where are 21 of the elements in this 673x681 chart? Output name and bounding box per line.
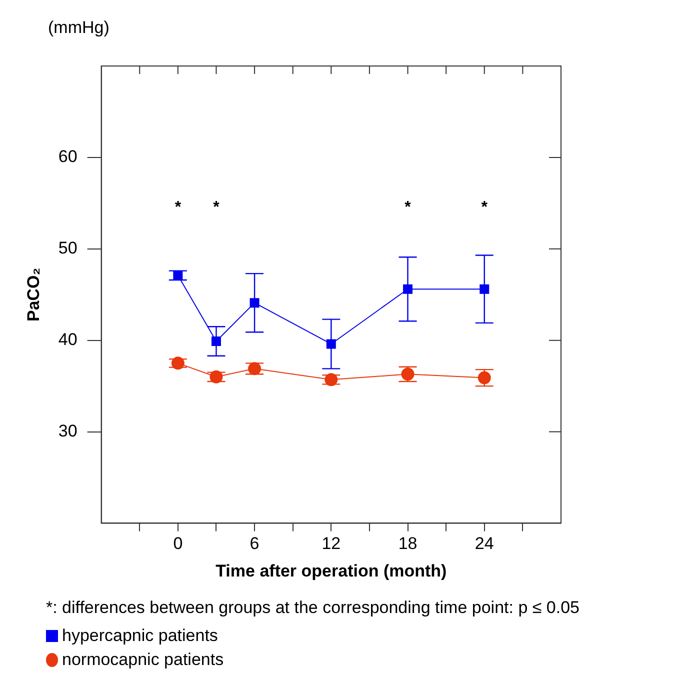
x-tick-label: 18 [398, 534, 418, 554]
y-tick-label: 50 [58, 238, 78, 258]
y-tick-label: 40 [58, 330, 78, 350]
x-axis-title: Time after operation (month) [216, 561, 447, 580]
legend-label: hypercapnic patients [62, 626, 218, 646]
x-tick-label: 0 [173, 534, 183, 554]
y-tick-label: 30 [58, 421, 78, 440]
annotation: * [481, 199, 488, 216]
annotation: * [213, 199, 220, 216]
legend-label: normocapnic patients [62, 650, 224, 670]
x-tick-label: 12 [322, 534, 341, 554]
point [480, 284, 490, 294]
annotation: * [174, 199, 182, 216]
text: *: differences between groups at the corresponding time point: p ≤ 0.05 [46, 598, 580, 618]
x-tick-label: 24 [474, 534, 494, 554]
annotation: * [404, 199, 412, 216]
y-axis-title: PaCO₂ [24, 268, 43, 322]
x-tick-label: 6 [250, 534, 260, 554]
y-tick-label: 60 [58, 147, 78, 166]
text: (mmHg) [48, 18, 110, 38]
point [250, 298, 260, 308]
